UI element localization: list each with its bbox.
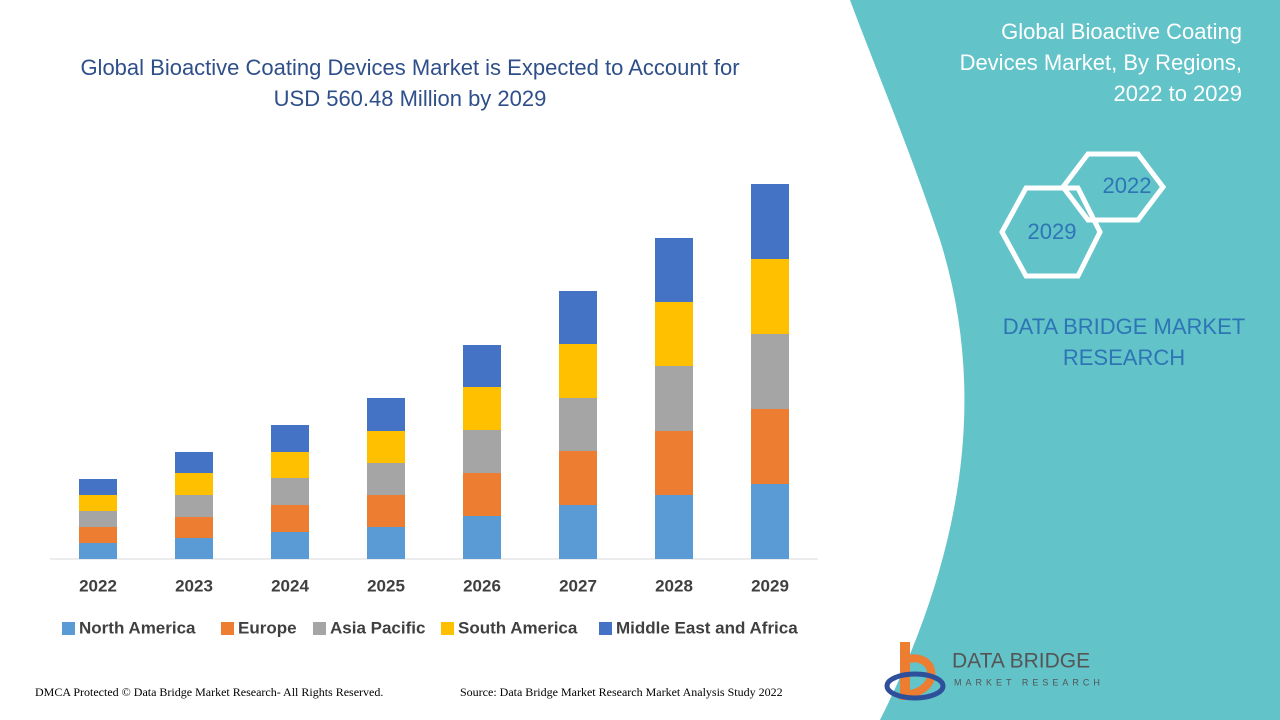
bar-segment <box>367 495 405 527</box>
bar-segment <box>271 452 309 478</box>
x-tick-label: 2026 <box>463 576 501 595</box>
bar-segment <box>751 184 789 259</box>
legend-swatch <box>313 622 326 635</box>
legend-swatch <box>441 622 454 635</box>
side-title: Global Bioactive Coating Devices Market,… <box>959 19 1242 106</box>
bar-segment <box>79 479 117 495</box>
bar-segment <box>271 425 309 452</box>
footer-source: Source: Data Bridge Market Research Mark… <box>460 685 783 699</box>
legend-label: Middle East and Africa <box>616 618 798 637</box>
bar-segment <box>463 345 501 387</box>
bar-segment <box>655 495 693 559</box>
bar-segment <box>367 527 405 559</box>
bar-segment <box>367 463 405 495</box>
bar-segment <box>655 238 693 302</box>
bar-segment <box>79 511 117 527</box>
bar-segment <box>175 473 213 495</box>
bar-segment <box>751 334 789 409</box>
hexagon <box>999 185 1103 279</box>
bar-segment <box>271 532 309 559</box>
logo-icon <box>884 671 946 701</box>
hex-label: 2022 <box>1103 173 1152 198</box>
footer-rights: DMCA Protected © Data Bridge Market Rese… <box>35 685 383 699</box>
bar-segment <box>655 431 693 495</box>
bar-segment <box>559 291 597 344</box>
x-tick-label: 2029 <box>751 576 789 595</box>
x-tick-label: 2027 <box>559 576 597 595</box>
legend-label: Asia Pacific <box>330 618 425 637</box>
x-tick-label: 2022 <box>79 576 117 595</box>
bar-segment <box>655 302 693 366</box>
legend-label: South America <box>458 618 578 637</box>
teal-panel <box>850 0 1280 720</box>
bar-segment <box>175 495 213 517</box>
bar-segment <box>175 517 213 538</box>
legend-swatch <box>62 622 75 635</box>
bar-segment <box>79 527 117 543</box>
hex-label: 2029 <box>1028 219 1077 244</box>
bar-segment <box>751 484 789 559</box>
bar-segment <box>175 538 213 559</box>
logo-icon <box>903 654 936 699</box>
bar-segment <box>751 409 789 484</box>
x-tick-label: 2025 <box>367 576 405 595</box>
bar-segment <box>367 431 405 463</box>
bar-segment <box>367 398 405 431</box>
bar-segment <box>463 387 501 430</box>
x-tick-label: 2028 <box>655 576 693 595</box>
bar-segment <box>271 478 309 505</box>
bar-segment <box>79 543 117 559</box>
bar-segment <box>79 495 117 511</box>
bar-segment <box>463 473 501 516</box>
bar-segment <box>559 344 597 398</box>
bar-segment <box>559 398 597 451</box>
bar-segment <box>463 516 501 559</box>
bar-segment <box>175 452 213 473</box>
bar-segment <box>655 366 693 431</box>
x-tick-label: 2023 <box>175 576 213 595</box>
bar-segment <box>559 451 597 505</box>
bar-segment <box>559 505 597 559</box>
bar-segment <box>751 259 789 334</box>
legend-label: Europe <box>238 618 297 637</box>
x-tick-label: 2024 <box>271 576 309 595</box>
logo-name: DATA BRIDGE <box>952 650 1090 673</box>
legend-label: North America <box>79 618 196 637</box>
side-brand: DATA BRIDGE MARKET RESEARCH <box>1002 314 1246 370</box>
logo-tagline: MARKET RESEARCH <box>954 677 1104 687</box>
bar-segment <box>463 430 501 473</box>
bar-segment <box>271 505 309 532</box>
legend-swatch <box>221 622 234 635</box>
legend-swatch <box>599 622 612 635</box>
chart-title: Global Bioactive Coating Devices Market … <box>80 55 740 111</box>
